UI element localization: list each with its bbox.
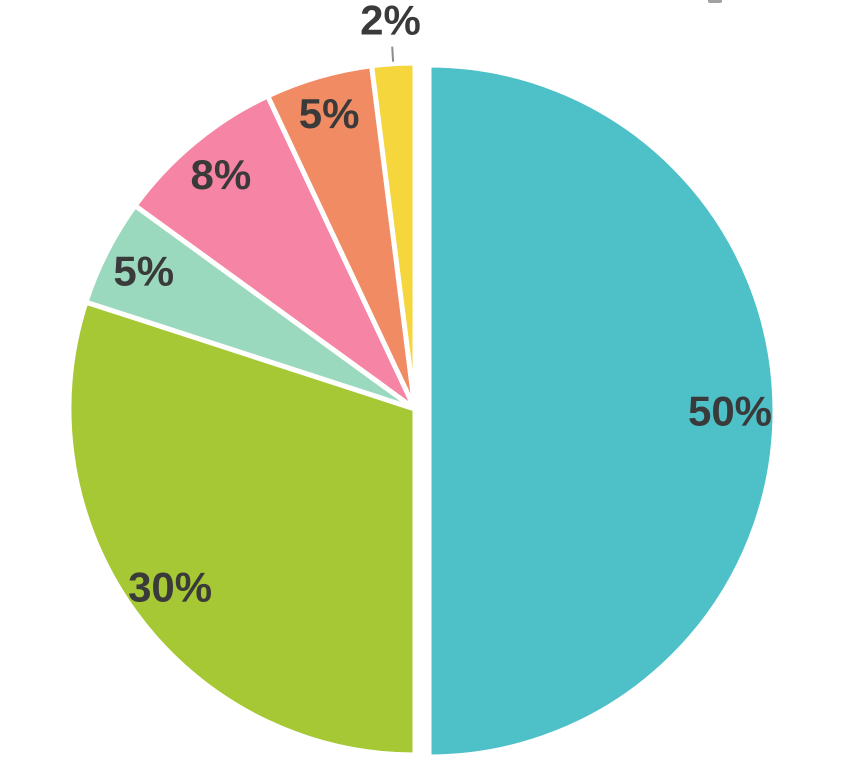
slice-label-2-5pct: 5% [113,247,174,294]
slice-label-4-5pct: 5% [299,90,360,137]
clipped-text-remnant [708,0,722,3]
slice-label-3-8pct: 8% [191,151,252,198]
slice-label-0-50pct: 50% [688,388,772,435]
slice-label-5-2pct: 2% [360,0,421,43]
label-leader-line [391,46,395,62]
pie-slice-5-2pct [369,60,418,412]
pie-slice-3-8pct [132,93,418,412]
pie-slice-1-30pct [66,299,418,758]
pie-slice-0-50pct [426,62,778,760]
slice-label-1-30pct: 30% [128,564,212,611]
